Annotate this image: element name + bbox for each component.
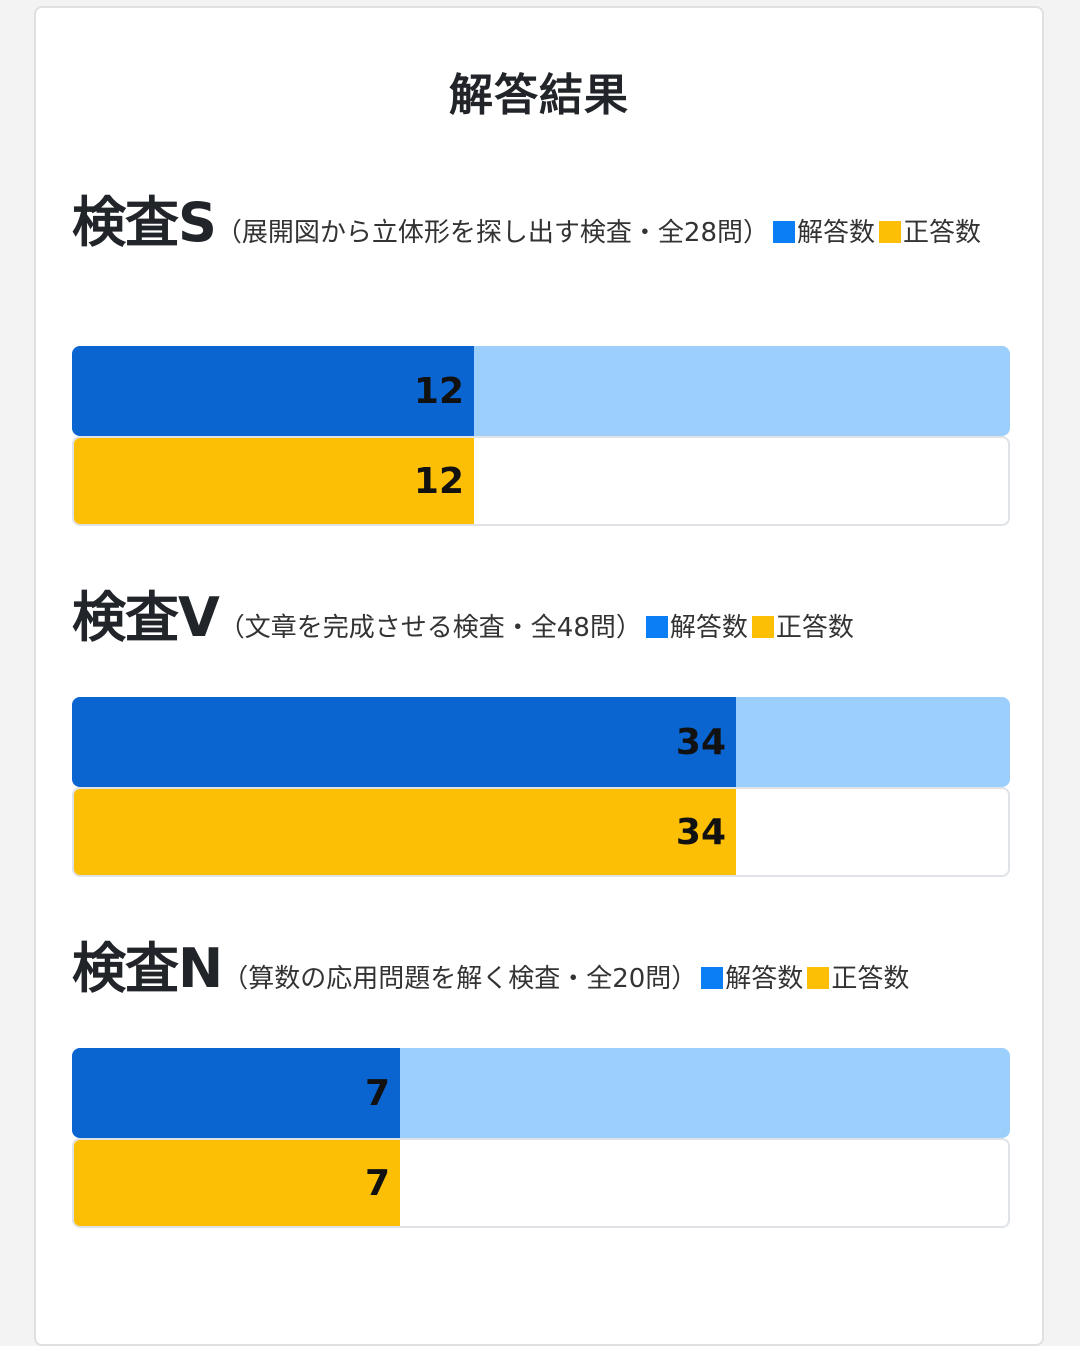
section-test-n: 検査N（算数の応用問題を解く検査・全20問） 解答数 正答数 7 7 xyxy=(72,942,1010,1228)
answered-legend-label: 解答数 xyxy=(669,613,748,643)
answered-bar-track: 12 xyxy=(72,346,1010,436)
correct-legend-label: 正答数 xyxy=(831,964,910,994)
answered-legend-swatch xyxy=(701,967,724,989)
correct-legend-swatch xyxy=(751,616,774,638)
correct-bar: 12 xyxy=(74,438,474,524)
section-test-v: 検査V（文章を完成させる検査・全48問） 解答数 正答数 34 34 xyxy=(72,591,1010,877)
correct-legend-swatch xyxy=(879,221,902,243)
answered-legend-swatch xyxy=(645,616,668,638)
answered-legend-label: 解答数 xyxy=(725,964,804,994)
page-title: 解答結果 xyxy=(449,70,629,121)
correct-bar-track: 34 xyxy=(72,787,1010,877)
section-title: 検査N xyxy=(72,937,223,1000)
section-description: （展開図から立体形を探し出す検査・全28問） xyxy=(215,218,769,248)
section-title: 検査S xyxy=(72,191,217,254)
correct-bar: 7 xyxy=(74,1140,400,1226)
section-description: （文章を完成させる検査・全48問） xyxy=(218,613,642,643)
correct-legend-swatch xyxy=(807,967,830,989)
answered-legend-swatch xyxy=(773,221,795,243)
section-description: （算数の応用問題を解く検査・全20問） xyxy=(222,964,698,994)
results-card: 解答結果 検査S（展開図から立体形を探し出す検査・全28問） 解答数 正答数 12 … xyxy=(34,6,1044,1346)
section-title: 検査V xyxy=(72,586,220,649)
correct-bar-track: 7 xyxy=(72,1138,1010,1228)
answered-bar-value: 7 xyxy=(364,1072,390,1114)
legend: 解答数 正答数 xyxy=(697,964,909,994)
answered-legend-label: 解答数 xyxy=(797,218,876,248)
section-header: 検査N（算数の応用問題を解く検査・全20問） 解答数 正答数 xyxy=(72,942,1010,1007)
section-header: 検査S（展開図から立体形を探し出す検査・全28問） 解答数 正答数 xyxy=(72,196,1010,261)
section-test-s: 検査S（展開図から立体形を探し出す検査・全28問） 解答数 正答数 12 12 xyxy=(72,196,1010,526)
correct-bar: 34 xyxy=(74,789,736,875)
correct-bar-track: 12 xyxy=(72,436,1010,526)
correct-legend-label: 正答数 xyxy=(903,218,982,248)
answered-bar-track: 7 xyxy=(72,1048,1010,1138)
section-header: 検査V（文章を完成させる検査・全48問） 解答数 正答数 xyxy=(72,591,1010,656)
answered-bar: 34 xyxy=(72,697,736,787)
correct-bar-value: 7 xyxy=(364,1162,390,1204)
correct-bar-value: 12 xyxy=(413,460,464,502)
answered-bar-track: 34 xyxy=(72,697,1010,787)
legend: 解答数 正答数 xyxy=(769,218,981,248)
correct-legend-label: 正答数 xyxy=(775,613,854,643)
answered-bar-value: 34 xyxy=(675,721,726,763)
answered-bar-value: 12 xyxy=(413,370,464,412)
answered-bar: 7 xyxy=(72,1048,400,1138)
answered-bar: 12 xyxy=(72,346,474,436)
correct-bar-value: 34 xyxy=(675,811,726,853)
legend: 解答数 正答数 xyxy=(642,613,854,643)
